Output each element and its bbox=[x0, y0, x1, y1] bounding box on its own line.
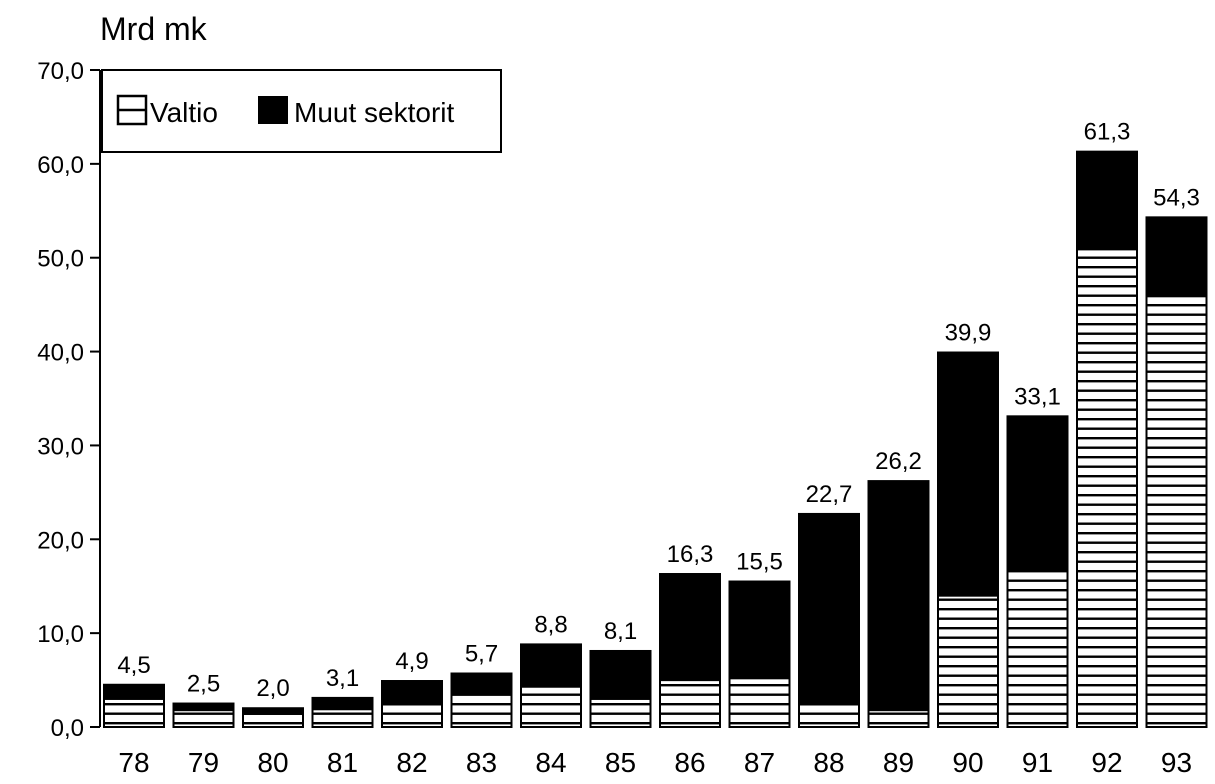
x-tick-label: 84 bbox=[535, 747, 566, 778]
bar-total-label: 4,9 bbox=[395, 648, 428, 675]
x-tick-label: 85 bbox=[605, 747, 636, 778]
bar-valtio bbox=[937, 594, 999, 728]
x-tick-label: 78 bbox=[118, 747, 149, 778]
y-tick-label: 10,0 bbox=[37, 621, 84, 648]
bar-muut-sektorit bbox=[659, 573, 721, 682]
bar-muut-sektorit bbox=[520, 643, 582, 688]
bar-total-label: 15,5 bbox=[736, 549, 783, 576]
bar-muut-sektorit bbox=[450, 672, 513, 695]
bar-muut-sektorit bbox=[867, 480, 930, 712]
y-tick-label: 40,0 bbox=[37, 340, 84, 367]
bar-total-label: 8,1 bbox=[604, 618, 637, 645]
bar-valtio bbox=[1076, 248, 1138, 728]
x-tick-label: 80 bbox=[257, 747, 288, 778]
bar-muut-sektorit bbox=[1076, 150, 1138, 251]
bar-total-label: 26,2 bbox=[875, 448, 922, 475]
bar-total-label: 33,1 bbox=[1014, 383, 1061, 410]
x-tick-label: 86 bbox=[674, 747, 705, 778]
legend-box bbox=[101, 69, 502, 153]
bar-valtio bbox=[172, 709, 235, 728]
unit-label: Mrd mk bbox=[100, 11, 208, 47]
bar-valtio bbox=[450, 692, 513, 728]
bar-muut-sektorit bbox=[381, 680, 443, 706]
x-tick-label: 91 bbox=[1022, 747, 1053, 778]
bar-total-label: 22,7 bbox=[806, 481, 853, 508]
bar-valtio bbox=[520, 685, 582, 728]
bar-valtio bbox=[728, 677, 791, 728]
x-tick-label: 90 bbox=[952, 747, 983, 778]
y-tick-label: 20,0 bbox=[37, 527, 84, 554]
bar-muut-sektorit bbox=[589, 649, 652, 700]
bar-valtio bbox=[311, 708, 374, 728]
y-tick-label: 60,0 bbox=[37, 152, 84, 179]
bar-total-label: 2,5 bbox=[187, 671, 220, 698]
bar-total-label: 5,7 bbox=[465, 641, 498, 668]
x-tick-label: 92 bbox=[1091, 747, 1122, 778]
bar-valtio bbox=[381, 703, 443, 729]
bars bbox=[103, 150, 1208, 729]
bar-muut-sektorit bbox=[172, 702, 235, 712]
x-tick-label: 89 bbox=[883, 747, 914, 778]
legend-label-muut-sektorit: Muut sektorit bbox=[294, 97, 454, 128]
x-tick-label: 87 bbox=[744, 747, 775, 778]
bar-muut-sektorit bbox=[798, 512, 860, 706]
bar-muut-sektorit bbox=[103, 683, 165, 700]
x-tick-label: 88 bbox=[813, 747, 844, 778]
legend-swatch-muut-sektorit bbox=[258, 96, 288, 124]
bar-muut-sektorit bbox=[242, 707, 304, 715]
bar-muut-sektorit bbox=[1145, 216, 1208, 298]
legend-item-muut-sektorit: Muut sektorit bbox=[258, 96, 454, 128]
bar-valtio bbox=[242, 712, 304, 728]
bar-total-label: 54,3 bbox=[1153, 184, 1200, 211]
legend: Valtio Muut sektorit bbox=[101, 69, 502, 153]
bar-valtio bbox=[659, 679, 721, 728]
bar-total-label: 39,9 bbox=[945, 320, 992, 347]
y-tick-label: 70,0 bbox=[37, 58, 84, 85]
x-axis: 78 79 80 81 82 83 84 85 86 87 88 89 90 91 92 93 bbox=[118, 747, 1192, 778]
bar-valtio bbox=[798, 703, 860, 729]
bar-valtio bbox=[1145, 295, 1208, 728]
bar-total-label: 3,1 bbox=[326, 665, 359, 692]
y-axis: 0,0 10,0 20,0 30,0 40,0 50,0 60,0 70,0 bbox=[37, 58, 101, 742]
bar-muut-sektorit bbox=[937, 351, 999, 597]
bar-muut-sektorit bbox=[311, 696, 374, 711]
bar-total-label: 8,8 bbox=[534, 611, 567, 638]
bar-total-label: 16,3 bbox=[667, 541, 714, 568]
bar-muut-sektorit bbox=[728, 580, 791, 680]
bar-total-label: 61,3 bbox=[1084, 119, 1131, 146]
x-tick-label: 79 bbox=[188, 747, 219, 778]
bar-valtio bbox=[589, 697, 652, 728]
x-tick-label: 81 bbox=[327, 747, 358, 778]
x-tick-label: 83 bbox=[466, 747, 497, 778]
y-tick-label: 30,0 bbox=[37, 433, 84, 460]
value-labels: 4,5 2,5 2,0 3,1 4,9 5,7 8,8 8,1 16,3 15,5 22,7 26,2… bbox=[117, 119, 1200, 703]
bar-valtio bbox=[1006, 568, 1069, 728]
bar-valtio bbox=[103, 697, 165, 728]
y-tick-label: 50,0 bbox=[37, 246, 84, 273]
bar-total-label: 2,0 bbox=[256, 675, 289, 702]
bar-muut-sektorit bbox=[1006, 415, 1069, 571]
legend-label-valtio: Valtio bbox=[150, 97, 218, 128]
x-tick-label: 93 bbox=[1161, 747, 1192, 778]
y-tick-label: 0,0 bbox=[51, 715, 84, 742]
legend-item-valtio: Valtio bbox=[116, 94, 218, 128]
bar-valtio bbox=[867, 709, 930, 728]
bar-total-label: 4,5 bbox=[117, 652, 150, 679]
x-tick-label: 82 bbox=[396, 747, 427, 778]
